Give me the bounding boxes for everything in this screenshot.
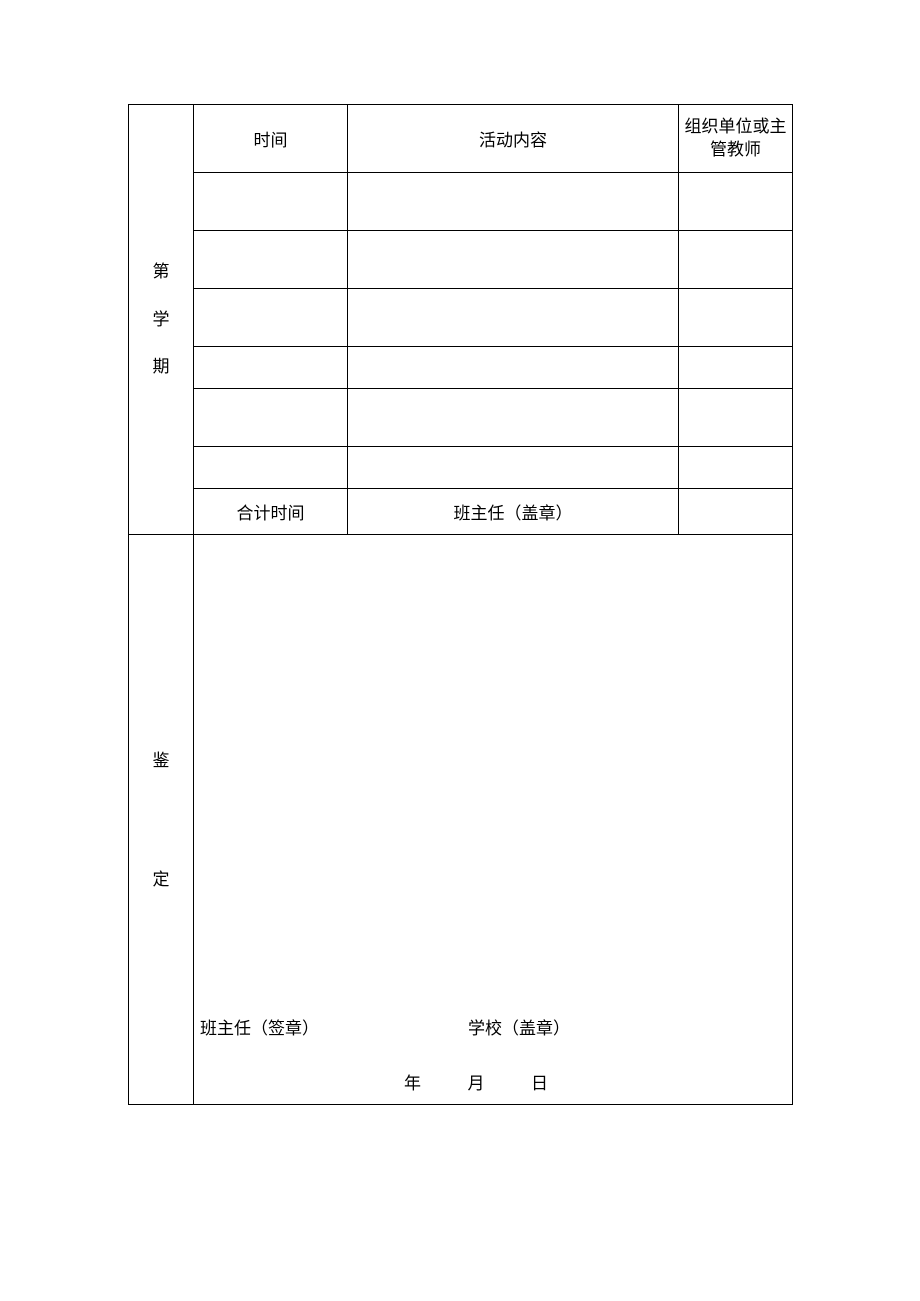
cell-activity — [348, 389, 679, 447]
semester-label-cell: 第 学 期 — [129, 105, 194, 535]
appraisal-label-cell: 鉴 定 — [129, 535, 194, 1105]
table-row — [129, 231, 793, 289]
date-day: 日 — [531, 1069, 548, 1094]
table-row — [129, 173, 793, 231]
cell-time — [194, 447, 348, 489]
summary-row: 合计时间 班主任（盖章） — [129, 489, 793, 535]
cell-organizer — [679, 347, 793, 389]
semester-activity-table: 第 学 期 时间 活动内容 组织单位或主 管教师 — [128, 104, 793, 1105]
cell-activity — [348, 347, 679, 389]
cell-organizer — [679, 447, 793, 489]
cell-organizer — [679, 173, 793, 231]
total-time-label: 合计时间 — [194, 489, 348, 535]
cell-time — [194, 289, 348, 347]
table-row — [129, 347, 793, 389]
signature-line: 班主任（签章） 学校（盖章） — [194, 1014, 792, 1069]
date-line: 年 月 日 — [194, 1069, 792, 1094]
cell-time — [194, 389, 348, 447]
table-row — [129, 389, 793, 447]
semester-vertical-label: 第 学 期 — [129, 248, 193, 391]
header-activity: 活动内容 — [348, 105, 679, 173]
table-header-row: 第 学 期 时间 活动内容 组织单位或主 管教师 — [129, 105, 793, 173]
cell-organizer — [679, 389, 793, 447]
appraisal-row: 鉴 定 班主任（签章） 学校（盖章） 年 月 日 — [129, 535, 793, 1105]
semester-char: 学 — [129, 296, 193, 344]
cell-activity — [348, 173, 679, 231]
head-teacher-sign-label: 班主任（签章） — [200, 1014, 468, 1039]
cell-time — [194, 173, 348, 231]
table-row — [129, 289, 793, 347]
appraisal-content-cell: 班主任（签章） 学校（盖章） 年 月 日 — [194, 535, 793, 1105]
form-page: 第 学 期 时间 活动内容 组织单位或主 管教师 — [128, 104, 792, 1105]
cell-time — [194, 231, 348, 289]
cell-activity — [348, 447, 679, 489]
appraisal-char: 定 — [129, 820, 193, 939]
header-organizer-line2: 管教师 — [710, 140, 761, 159]
school-seal-label: 学校（盖章） — [468, 1014, 570, 1039]
table-row — [129, 447, 793, 489]
head-teacher-seal-label: 班主任（盖章） — [348, 489, 679, 535]
summary-empty-cell — [679, 489, 793, 535]
cell-organizer — [679, 231, 793, 289]
semester-char: 第 — [129, 248, 193, 296]
cell-activity — [348, 231, 679, 289]
appraisal-char: 鉴 — [129, 701, 193, 820]
date-year: 年 — [404, 1069, 421, 1094]
semester-char: 期 — [129, 343, 193, 391]
header-organizer-line1: 组织单位或主 — [685, 117, 787, 136]
date-month: 月 — [468, 1069, 485, 1094]
cell-organizer — [679, 289, 793, 347]
cell-time — [194, 347, 348, 389]
header-time: 时间 — [194, 105, 348, 173]
appraisal-vertical-label: 鉴 定 — [129, 701, 193, 939]
cell-activity — [348, 289, 679, 347]
header-organizer: 组织单位或主 管教师 — [679, 105, 793, 173]
